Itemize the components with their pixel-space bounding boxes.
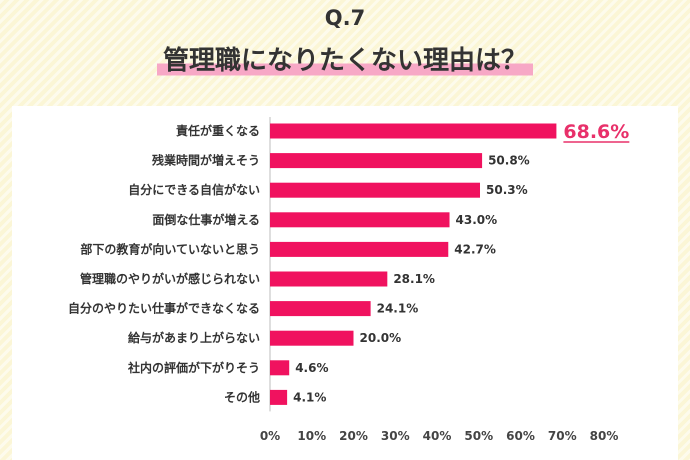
category-label: 自分にできる自信がない (128, 182, 260, 197)
x-tick-label: 80% (590, 429, 619, 443)
category-label: 社内の評価が下がりそう (127, 360, 260, 375)
x-tick-label: 20% (339, 429, 368, 443)
value-label: 4.1% (293, 390, 326, 404)
bar (270, 301, 371, 317)
bar (270, 182, 481, 198)
bar (270, 330, 354, 346)
bar (270, 123, 557, 139)
category-label: 面倒な仕事が増える (152, 212, 260, 227)
category-label: 給与があまり上がらない (128, 330, 260, 345)
x-tick-label: 10% (297, 429, 326, 443)
category-label: 責任が重くなる (176, 123, 260, 138)
chart-title: 管理職になりたくない理由は？ (156, 40, 533, 77)
value-label: 24.1% (377, 302, 419, 316)
x-tick-label: 60% (506, 429, 535, 443)
category-label: 部下の教育が向いていないと思う (80, 241, 260, 256)
title-container: 管理職になりたくない理由は？ (0, 40, 690, 77)
value-label: 4.6% (295, 361, 328, 375)
x-tick-label: 50% (464, 429, 493, 443)
category-label: 残業時間が増えそう (152, 153, 260, 168)
x-tick-label: 30% (381, 429, 410, 443)
bar (270, 360, 290, 376)
value-label: 43.0% (456, 213, 498, 227)
question-number: Q.7 (324, 6, 366, 30)
x-tick-label: 0% (260, 429, 280, 443)
value-label: 42.7% (454, 242, 496, 256)
bar (270, 153, 483, 169)
value-label: 20.0% (360, 331, 402, 345)
bar (270, 241, 449, 257)
x-tick-label: 40% (423, 429, 452, 443)
category-label: その他 (224, 389, 260, 404)
bar (270, 271, 388, 287)
bar (270, 389, 288, 405)
x-tick-label: 70% (548, 429, 577, 443)
value-label: 50.3% (486, 183, 528, 197)
value-label: 28.1% (393, 272, 435, 286)
category-label: 管理職のやりがいが感じられない (80, 271, 260, 286)
value-label: 50.8% (488, 154, 530, 168)
category-label: 自分のやりたい仕事ができなくなる (68, 301, 260, 316)
value-label-highlight: 68.6% (563, 121, 629, 143)
bar (270, 212, 450, 228)
